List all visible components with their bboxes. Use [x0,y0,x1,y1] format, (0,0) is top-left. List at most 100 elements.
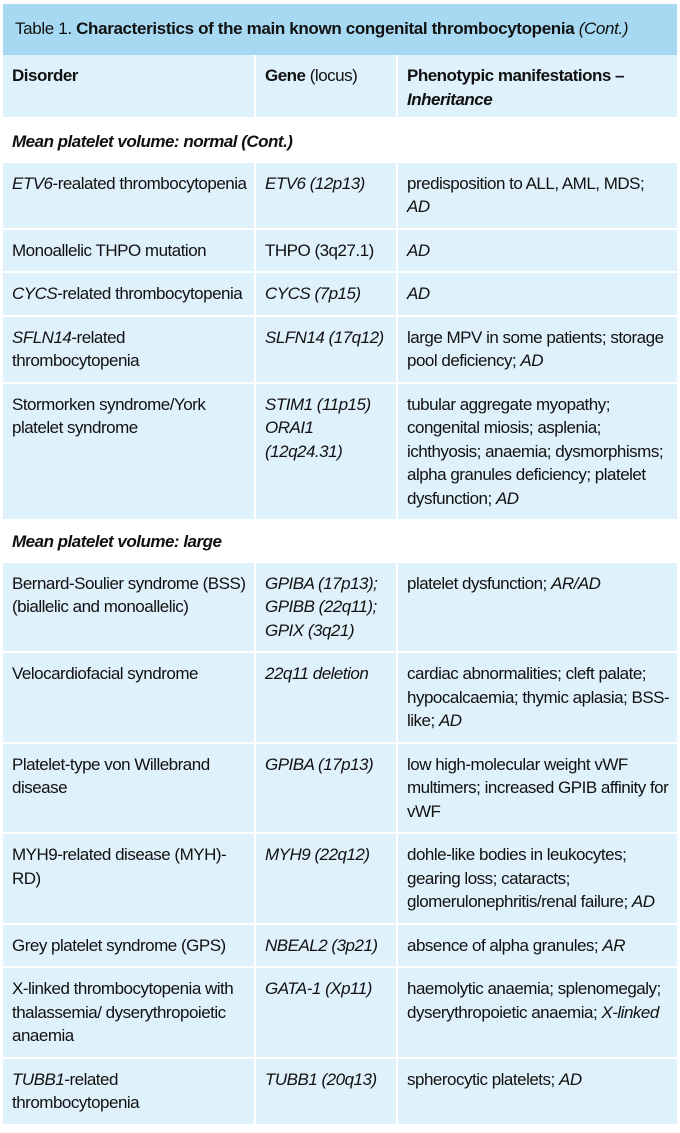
phenotype-cell: spherocytic platelets; AD [396,1057,677,1126]
gene-locus: ETV6 (12p13) [265,173,365,193]
disorder-name: -realated thrombocytopenia [52,173,247,193]
gene-locus: MYH9 (22q12) [265,845,370,864]
header-phenotype: Phenotypic manifestations – Inheritance [396,55,677,121]
section-title: Mean platelet volume: normal (Cont.) [3,119,677,163]
disorder-name: MYH9-related disease (MYH)-RD) [12,845,227,888]
disorder-cell: Monoallelic THPO mutation [3,228,255,273]
phenotype-cell: predisposition to ALL, AML, MDS; AD [396,161,677,230]
gene-cell: TUBB1 (20q13) [254,1057,397,1126]
gene-cell: CYCS (7p15) [254,272,397,317]
gene-locus: 22q11 deletion [265,664,369,683]
disorder-name: Platelet-type von Willebrand disease [12,754,210,798]
table-row: TUBB1-related thrombocytopenia TUBB1 (20q… [3,1057,677,1126]
phenotype-cell: AD [396,228,677,273]
phenotype-text: low high-molecular weight vWF multimers;… [407,754,669,821]
disorder-cell: Platelet-type von Willebrand disease [3,742,255,834]
gene-locus: GPIBA (17p13) [265,754,374,774]
gene-locus: THPO (3q27.1) [265,240,374,260]
phenotype-cell: platelet dysfunction; AR/AD [396,561,677,653]
header-gene-label: Gene [265,66,306,85]
gene-cell: MYH9 (22q12) [254,833,397,925]
phenotype-text: haemolytic anaemia; splenomegaly; dysery… [407,979,661,1022]
disorder-name: Stormorken syndrome/York platelet syndro… [12,394,206,438]
phenotype-text: dohle-like bodies in leukocytes; gearing… [407,845,628,911]
table-caption: Table 1. Characteristics of the main kno… [3,4,677,55]
disorder-name: -related thrombocytopenia [12,1069,140,1113]
phenotype-cell: cardiac abnormalities; cleft palate; hyp… [396,652,677,744]
inheritance-text: AR [602,935,626,955]
gene-locus: GATA-1 (Xp11) [265,979,372,998]
disorder-cell: Grey platelet syndrome (GPS) [3,923,255,968]
inheritance-text: AD [495,488,519,508]
inheritance-text: AD [631,892,655,911]
phenotype-cell: large MPV in some patients; storage pool… [396,315,677,384]
disorder-gene-name: TUBB1 [12,1069,65,1089]
disorder-cell: Bernard-Soulier syndrome (BSS) (bialleli… [3,561,255,653]
gene-cell: 22q11 deletion [254,652,397,744]
disorder-gene-name: ETV6 [12,173,53,193]
header-disorder: Disorder [3,55,255,121]
table-body: Mean platelet volume: normal (Cont.) ETV6… [3,119,677,1126]
caption-label: Table 1. [15,19,72,38]
gene-cell: NBEAL2 (3p21) [254,923,397,968]
gene-locus: SLFN14 (17q12) [265,327,384,347]
inheritance-text: AR/AD [551,573,601,593]
disorder-cell: X-linked thrombocytopenia with thalassem… [3,967,255,1059]
header-inheritance: Inheritance [407,89,493,109]
section-title: Mean platelet volume: large [3,520,677,563]
phenotype-cell: absence of alpha granules; AR [396,923,677,968]
table-row: CYCS-related thrombocytopenia CYCS (7p15)… [3,272,677,317]
disorder-name: Monoallelic THPO mutation [12,240,207,260]
inheritance-text: AD [558,1069,582,1089]
disorder-cell: MYH9-related disease (MYH)-RD) [3,833,255,925]
disorder-name: -related thrombocytopenia [57,284,243,303]
table-row: ETV6-realated thrombocytopenia ETV6 (12p1… [3,161,677,230]
phenotype-cell: dohle-like bodies in leukocytes; gearing… [396,833,677,925]
table-container: Table 1. Characteristics of the main kno… [3,4,677,1126]
disorder-cell: ETV6-realated thrombocytopenia [3,161,255,230]
disorder-name: X-linked thrombocytopenia with thalassem… [12,979,234,1045]
phenotype-cell: haemolytic anaemia; splenomegaly; dysery… [396,967,677,1059]
disorder-cell: Stormorken syndrome/York platelet syndro… [3,382,255,521]
inheritance-text: AD [407,240,430,260]
gene-locus: NBEAL2 (3p21) [265,935,378,955]
disorder-cell: CYCS-related thrombocytopenia [3,272,255,317]
table-row: Grey platelet syndrome (GPS) NBEAL2 (3p21… [3,923,677,968]
table-row: Velocardiofacial syndrome 22q11 deletion c… [3,652,677,744]
caption-cont: (Cont.) [578,19,629,38]
phenotype-text: tubular aggregate myopathy; congenital m… [407,394,664,508]
disorder-name: -related thrombocytopenia [12,327,140,371]
disorder-gene-name: SFLN14 [12,327,72,347]
table-row: Bernard-Soulier syndrome (BSS) (bialleli… [3,561,677,653]
disorder-cell: SFLN14-related thrombocytopenia [3,315,255,384]
gene-cell: GATA-1 (Xp11) [254,967,397,1059]
phenotype-text: platelet dysfunction; [407,573,547,593]
phenotype-cell: low high-molecular weight vWF multimers;… [396,742,677,834]
table-row: Monoallelic THPO mutation THPO (3q27.1) AD [3,228,677,273]
header-gene: Gene (locus) [254,55,397,121]
table-row: Platelet-type von Willebrand disease GPIB… [3,742,677,834]
phenotype-text: predisposition to ALL, AML, MDS; [407,173,645,193]
disorder-name: Bernard-Soulier syndrome (BSS) (bialleli… [12,573,246,617]
gene-cell: STIM1 (11p15) ORAI1 (12q24.31) [254,382,397,521]
gene-cell: ETV6 (12p13) [254,161,397,230]
header-gene-locus: (locus) [309,66,358,85]
table-row: SFLN14-related thrombocytopenia SLFN14 (1… [3,315,677,384]
disorder-cell: TUBB1-related thrombocytopenia [3,1057,255,1126]
section-row: Mean platelet volume: normal (Cont.) [3,119,677,163]
section-row: Mean platelet volume: large [3,520,677,563]
disorder-cell: Velocardiofacial syndrome [3,652,255,744]
gene-cell: SLFN14 (17q12) [254,315,397,384]
table-row: MYH9-related disease (MYH)-RD) MYH9 (22q1… [3,833,677,925]
phenotype-text: cardiac abnormalities; cleft palate; hyp… [407,664,670,730]
gene-locus: TUBB1 (20q13) [265,1069,377,1089]
gene-cell: GPIBA (17p13); GPIBB (22q11); GPIX (3q21… [254,561,397,653]
inheritance-text: AD [520,351,544,370]
inheritance-text: AD [407,197,430,216]
header-phenotype-label: Phenotypic manifestations – [407,66,625,85]
thrombocytopenia-table: Disorder Gene (locus) Phenotypic manifes… [3,55,677,1126]
inheritance-text: X-linked [601,1002,659,1022]
disorder-name: Grey platelet syndrome (GPS) [12,935,226,955]
table-row: X-linked thrombocytopenia with thalassem… [3,967,677,1059]
disorder-gene-name: CYCS [12,284,58,303]
